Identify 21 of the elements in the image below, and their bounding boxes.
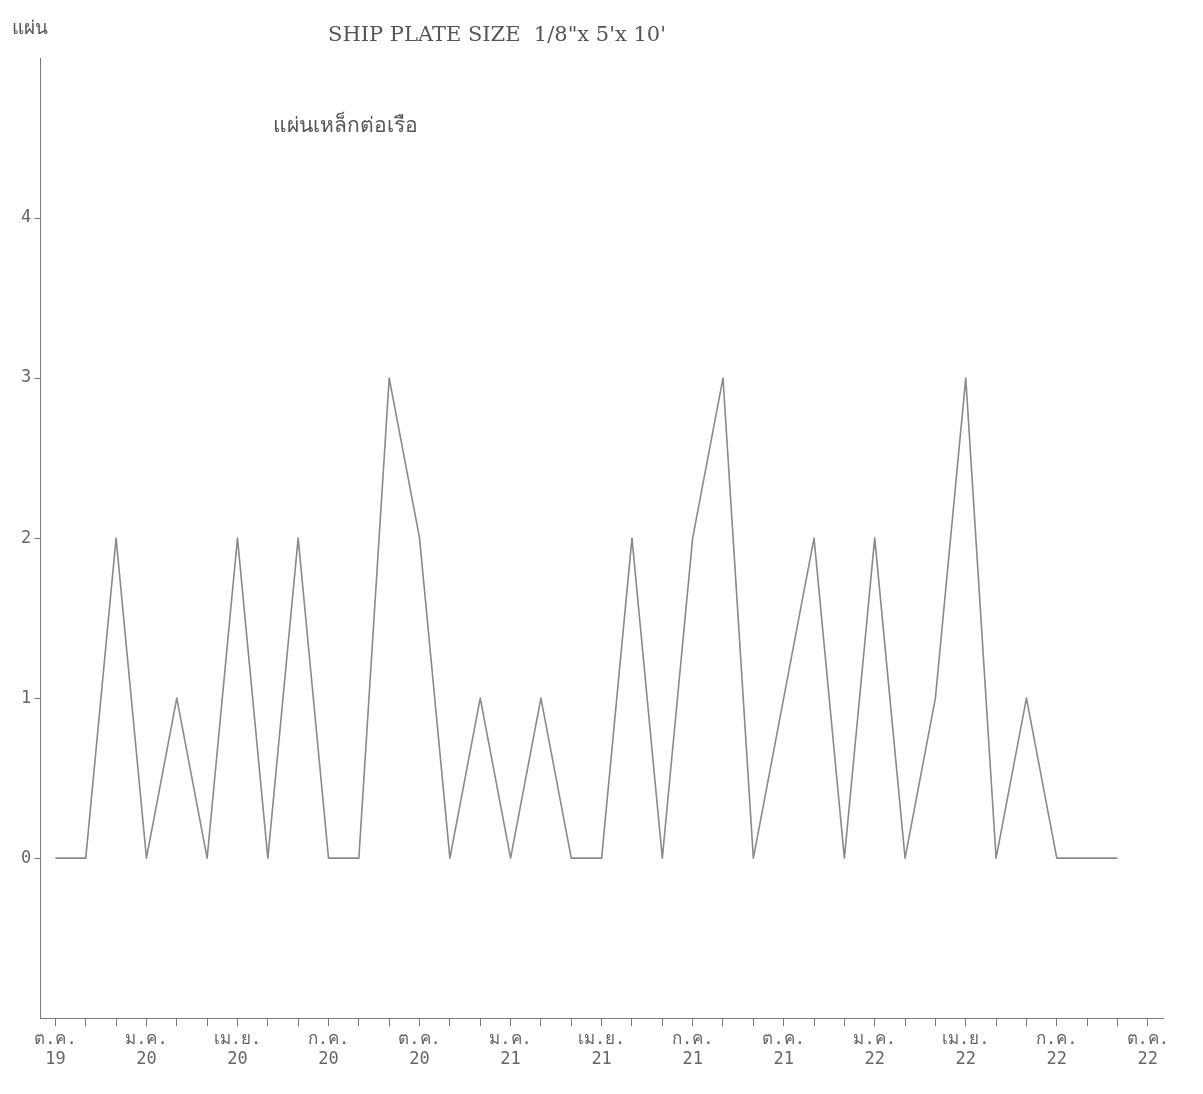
x-tick-label: ม.ค. 22 [853, 1027, 896, 1069]
x-tick-label: เม.ย. 21 [577, 1027, 626, 1069]
x-tick-label: ต.ค. 20 [398, 1027, 441, 1069]
x-tick-label: เม.ย. 20 [213, 1027, 262, 1069]
x-tick-label: เม.ย. 22 [942, 1027, 990, 1069]
y-tick-label: 4 [20, 206, 32, 227]
y-tick-label: 3 [20, 366, 32, 387]
chart-title: SHIP PLATE SIZE 1/8"x 5'x 10' [328, 22, 666, 46]
x-tick-label: ก.ค. 22 [1036, 1027, 1078, 1069]
x-tick-label: ต.ค. 21 [762, 1027, 805, 1069]
y-tick-label: 0 [20, 846, 32, 867]
x-tick-label: ก.ค. 20 [307, 1027, 350, 1069]
x-tick-label: ต.ค. 22 [1126, 1027, 1170, 1069]
y-tick-label: 1 [20, 686, 32, 707]
x-tick-label: ม.ค. 20 [125, 1027, 168, 1069]
x-tick-label: ก.ค. 21 [671, 1027, 714, 1069]
x-tick-label: ต.ค. 19 [34, 1027, 77, 1069]
x-tick-label: ม.ค. 21 [489, 1027, 532, 1069]
y-tick-label: 2 [20, 526, 32, 547]
text: แผ่นเหล็กต่อเรือ [273, 110, 418, 139]
y-axis-title: แผ่น [12, 15, 48, 40]
